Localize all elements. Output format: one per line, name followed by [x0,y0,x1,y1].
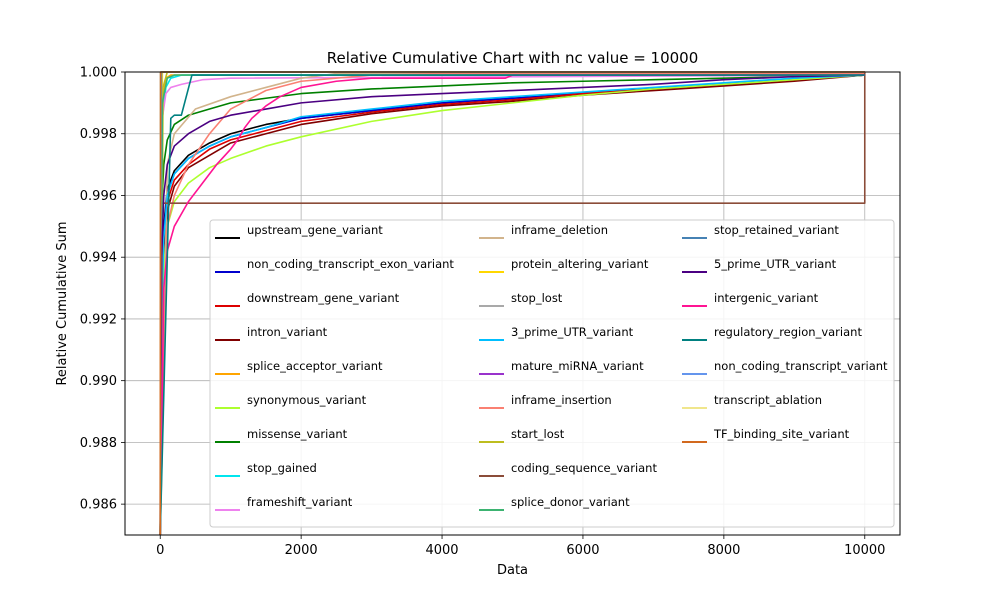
legend-label: inframe_insertion [511,393,612,407]
y-tick-label: 0.992 [80,312,117,327]
x-tick-label: 8000 [707,543,740,558]
legend-label: upstream_gene_variant [247,223,383,237]
legend-label: synonymous_variant [247,393,367,407]
legend-label: mature_miRNA_variant [511,359,644,373]
x-axis-label: Data [497,563,528,578]
legend-label: stop_gained [247,461,317,475]
y-tick-label: 0.994 [80,251,117,266]
series-line-regulatory-region-variant [159,74,865,535]
x-tick-label: 6000 [566,543,599,558]
y-tick-label: 0.998 [80,127,117,142]
x-tick-label: 10000 [844,543,885,558]
y-tick-label: 0.990 [80,374,117,389]
legend-label: protein_altering_variant [511,257,649,271]
plot-frame [124,71,901,536]
legend-label: splice_donor_variant [511,495,630,509]
y-tick-label: 0.996 [80,189,117,204]
legend-label: frameshift_variant [247,495,353,509]
legend-label: coding_sequence_variant [511,461,657,475]
legend-label: stop_retained_variant [714,223,839,237]
legend-label: non_coding_transcript_exon_variant [247,257,454,271]
legend-box [209,219,895,528]
x-tick-label: 0 [156,543,164,558]
y-axis-label: Relative Cumulative Sum [55,221,70,385]
legend-label: transcript_ablation [714,393,822,407]
legend: upstream_gene_variant non_coding_transcri… [209,219,895,528]
ticks-layer: 0 2000 4000 6000 8000 10000 0.986 0.988 0.990 0.9… [80,66,886,559]
series-line-5-prime-utr-variant [159,74,865,535]
y-tick-label: 1.000 [80,66,117,81]
y-tick-label: 0.986 [80,498,117,513]
legend-label: non_coding_transcript_variant [714,359,888,373]
legend-label: 3_prime_UTR_variant [511,325,634,339]
legend-label: 5_prime_UTR_variant [714,257,837,271]
legend-label: start_lost [511,427,565,441]
legend-label: TF_binding_site_variant [713,427,850,441]
legend-label: downstream_gene_variant [247,291,400,305]
legend-label: splice_acceptor_variant [247,359,383,373]
x-tick-label: 2000 [285,543,318,558]
legend-label: intron_variant [247,325,328,339]
legend-label: regulatory_region_variant [714,325,862,339]
legend-label: stop_lost [511,291,563,305]
series-line-intergenic-variant [159,74,865,535]
x-tick-label: 4000 [425,543,458,558]
legend-label: intergenic_variant [714,291,819,305]
legend-label: inframe_deletion [511,223,608,237]
y-tick-label: 0.988 [80,436,117,451]
legend-label: missense_variant [247,427,348,441]
chart-title: Relative Cumulative Chart with nc value … [327,49,699,67]
